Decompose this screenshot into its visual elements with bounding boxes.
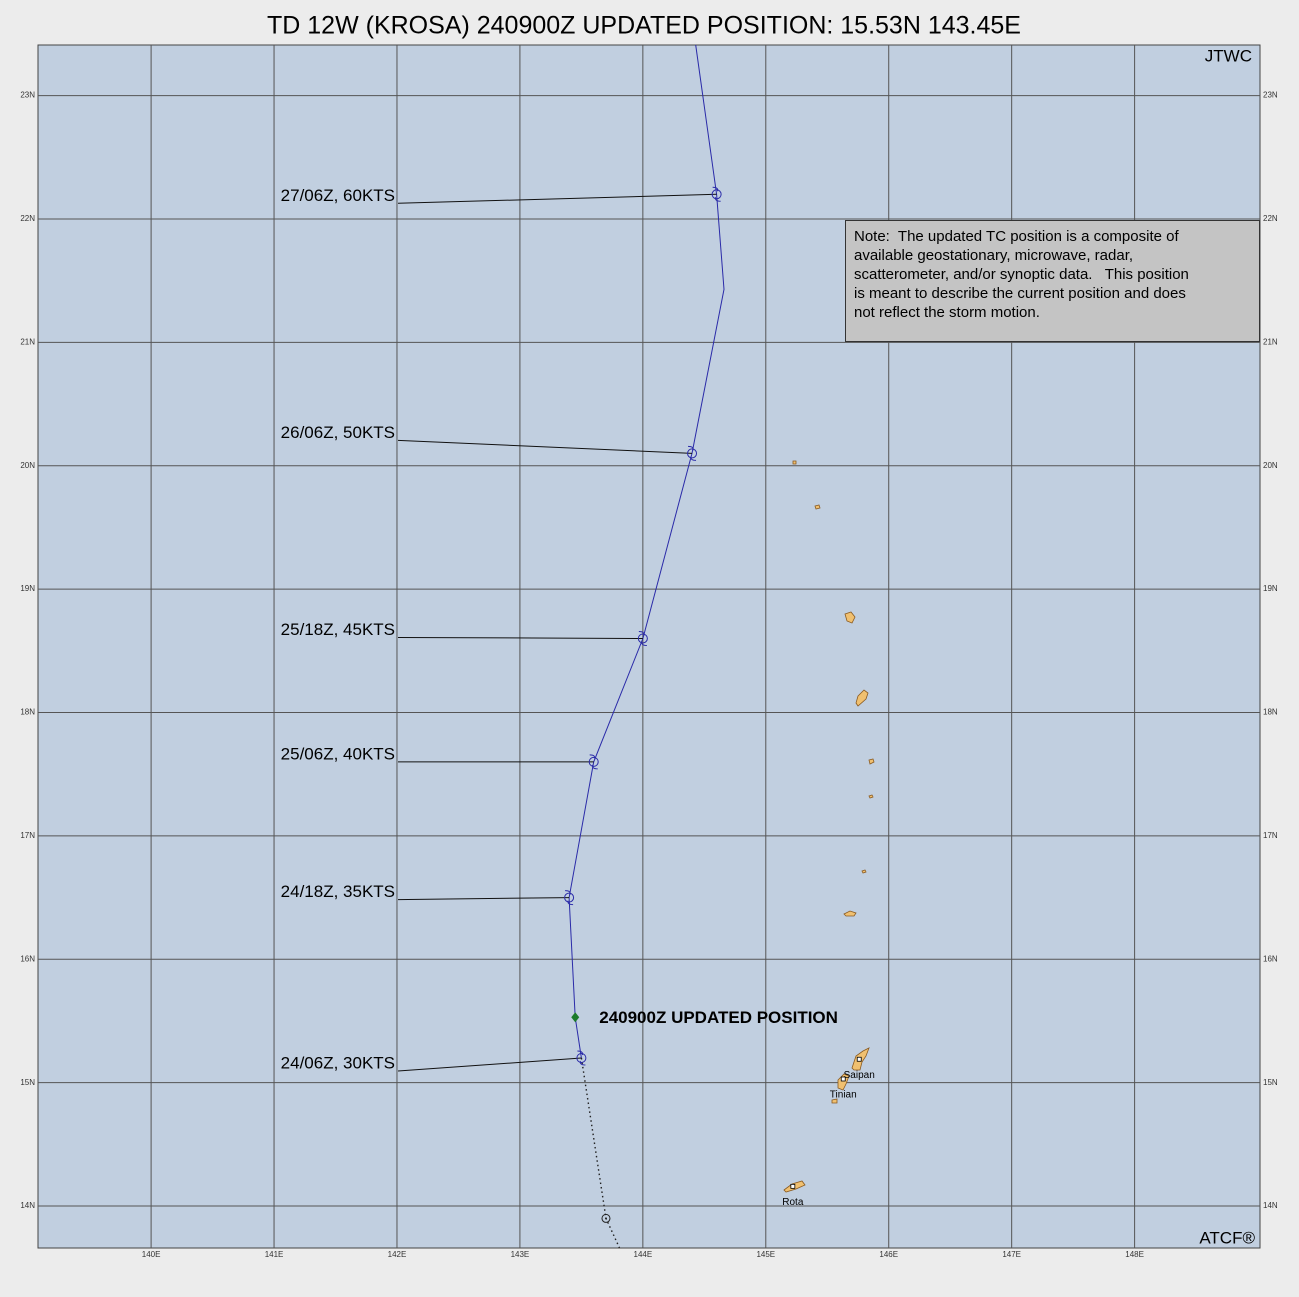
- island: [814, 504, 821, 510]
- x-tick-label: 147E: [1002, 1250, 1021, 1259]
- storm-spiral: [589, 754, 598, 770]
- y-tick-label: 22N: [1263, 214, 1278, 223]
- y-tick-label: 23N: [1263, 91, 1278, 100]
- note-box: Note: The updated TC position is a compo…: [845, 220, 1260, 342]
- note-line: not reflect the storm motion.: [854, 304, 1040, 321]
- y-tick-label: 14N: [20, 1201, 35, 1210]
- y-tick-label: 20N: [20, 461, 35, 470]
- island: [843, 910, 857, 917]
- storm-symbol: [637, 633, 648, 644]
- island: [855, 689, 869, 707]
- y-tick-label: 17N: [20, 831, 35, 840]
- y-tick-label: 23N: [20, 91, 35, 100]
- x-tick-label: 148E: [1125, 1250, 1144, 1259]
- past-position: [601, 1213, 611, 1223]
- leader-line: [397, 1057, 582, 1072]
- x-tick-label: 142E: [388, 1250, 407, 1259]
- place-label: Saipan: [844, 1070, 875, 1081]
- x-tick-label: 145E: [756, 1250, 775, 1259]
- y-tick-label: 14N: [1263, 1201, 1278, 1210]
- storm-spiral: [638, 630, 647, 646]
- place-marker: [790, 1183, 796, 1189]
- forecast-label: 25/18Z, 45KTS: [281, 620, 395, 639]
- leader-line: [397, 636, 643, 639]
- title: TD 12W (KROSA) 240900Z UPDATED POSITION:…: [267, 12, 1021, 40]
- y-tick-label: 21N: [1263, 337, 1278, 346]
- y-tick-label: 18N: [20, 708, 35, 717]
- place-marker: [840, 1076, 846, 1082]
- x-tick-label: 140E: [142, 1250, 161, 1259]
- leader-line: [397, 193, 717, 204]
- y-tick-label: 17N: [1263, 831, 1278, 840]
- note-line: scatterometer, and/or synoptic data. Thi…: [854, 266, 1189, 283]
- storm-spiral: [565, 890, 574, 906]
- island: [792, 460, 797, 465]
- source: JTWC: [1205, 46, 1252, 65]
- storm-symbol: [564, 892, 575, 903]
- place-label: Rota: [782, 1197, 804, 1208]
- x-tick-label: 141E: [265, 1250, 284, 1259]
- storm-symbol: [711, 189, 722, 200]
- forecast-label: 24/06Z, 30KTS: [281, 1053, 395, 1072]
- island: [861, 869, 867, 874]
- storm-spiral: [688, 445, 697, 461]
- island: [837, 1073, 850, 1091]
- island: [868, 794, 874, 799]
- y-tick-label: 16N: [1263, 954, 1278, 963]
- x-tick-label: 146E: [879, 1250, 898, 1259]
- place-label: Tinian: [830, 1090, 857, 1101]
- note-line: Note: The updated TC position is a compo…: [854, 228, 1179, 245]
- storm-symbol: [588, 756, 599, 767]
- island: [868, 758, 875, 765]
- x-tick-label: 144E: [634, 1250, 653, 1259]
- forecast-label: 25/06Z, 40KTS: [281, 744, 395, 763]
- note-line: is meant to describe the current positio…: [854, 285, 1186, 302]
- y-tick-label: 20N: [1263, 461, 1278, 470]
- storm-symbol: [687, 448, 698, 459]
- leader-line: [397, 897, 570, 901]
- forecast-label: 27/06Z, 60KTS: [281, 186, 395, 205]
- forecast-label: 26/06Z, 50KTS: [281, 423, 395, 442]
- y-tick-label: 16N: [20, 954, 35, 963]
- updated-position-label: 240900Z UPDATED POSITION: [599, 1008, 838, 1027]
- forecast-label: 24/18Z, 35KTS: [281, 882, 395, 901]
- island: [844, 611, 856, 624]
- y-tick-label: 15N: [20, 1078, 35, 1087]
- note-line: available geostationary, microwave, rada…: [854, 247, 1134, 264]
- y-tick-label: 18N: [1263, 708, 1278, 717]
- x-tick-label: 143E: [511, 1250, 530, 1259]
- y-tick-label: 21N: [20, 337, 35, 346]
- y-tick-label: 19N: [20, 584, 35, 593]
- leader-line: [397, 439, 693, 454]
- place-marker: [856, 1056, 862, 1062]
- storm-spiral: [577, 1050, 586, 1066]
- storm-spiral: [712, 186, 721, 202]
- footer: ATCF®: [1199, 1228, 1255, 1247]
- track-line: [568, 44, 725, 1059]
- y-tick-label: 19N: [1263, 584, 1278, 593]
- storm-symbol: [576, 1052, 587, 1063]
- island: [831, 1098, 838, 1104]
- y-tick-label: 15N: [1263, 1078, 1278, 1087]
- past-position-dot: [604, 1217, 607, 1220]
- updated-position: [571, 1012, 580, 1023]
- y-tick-label: 22N: [20, 214, 35, 223]
